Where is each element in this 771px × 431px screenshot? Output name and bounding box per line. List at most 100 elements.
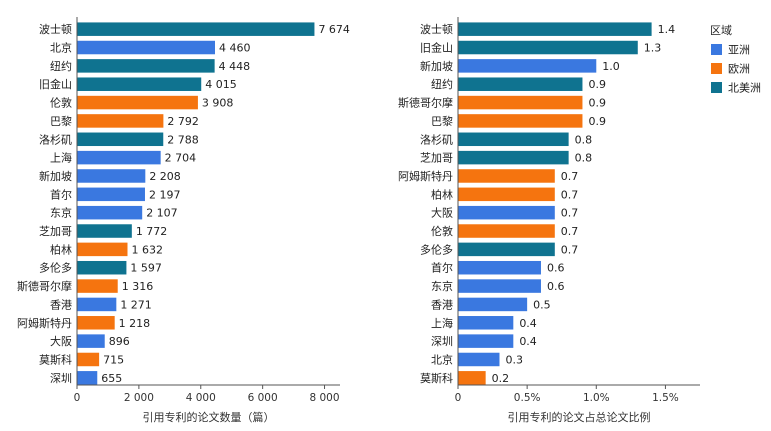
count-category-label: 柏林 [50, 242, 72, 256]
count-bar [77, 59, 215, 73]
count-category-label: 纽约 [50, 59, 72, 73]
count-category-label: 首尔 [50, 187, 72, 201]
count-value-label: 1 316 [122, 280, 154, 293]
share-x-axis-title: 引用专利的论文占总论文比例 [508, 410, 651, 424]
share-bar [458, 187, 555, 202]
count-x-tick-label: 6 000 [248, 392, 278, 404]
share-value-label: 0.4 [519, 335, 537, 348]
share-x-tick-label: 1.0% [583, 392, 610, 404]
count-category-label: 波士顿 [39, 22, 72, 36]
share-bar [458, 260, 541, 275]
count-bar [77, 334, 105, 348]
count-x-tick-label: 4 000 [186, 392, 216, 404]
share-bar [458, 279, 541, 293]
share-category-label: 斯德哥尔摩 [398, 96, 453, 110]
count-bar [77, 352, 100, 367]
count-bar [77, 40, 215, 55]
share-category-label: 多伦多 [420, 242, 453, 256]
count-bar [77, 132, 164, 147]
count-value-label: 1 597 [130, 262, 162, 275]
share-category-label: 东京 [431, 279, 453, 293]
count-value-label: 4 015 [205, 78, 237, 91]
count-category-label: 东京 [50, 206, 72, 220]
share-value-label: 0.6 [547, 280, 565, 293]
legend-label-asia: 亚洲 [728, 44, 750, 57]
share-x-tick-label: 1.5% [652, 392, 679, 404]
share-bar [458, 59, 597, 73]
count-bar [77, 371, 98, 385]
share-category-label: 莫斯科 [420, 371, 453, 385]
count-category-label: 伦敦 [50, 96, 72, 110]
share-bar [458, 334, 514, 348]
count-category-label: 深圳 [50, 372, 72, 385]
share-category-label: 深圳 [431, 335, 453, 348]
legend-swatch-north-america [711, 82, 722, 93]
share-category-label: 旧金山 [420, 41, 453, 55]
share-category-label: 巴黎 [431, 114, 453, 128]
share-bar [458, 77, 583, 91]
count-category-label: 斯德哥尔摩 [17, 279, 72, 293]
count-bar [77, 95, 198, 110]
count-category-label: 上海 [50, 151, 72, 165]
count-category-label: 芝加哥 [39, 225, 72, 238]
share-bar [458, 22, 652, 36]
share-category-label: 香港 [431, 298, 453, 311]
share-value-label: 1.0 [602, 60, 620, 73]
share-bar [458, 205, 555, 220]
count-bar [77, 150, 161, 165]
legend-title: 区域 [710, 24, 732, 37]
legend-label-north-america: 北美洲 [728, 82, 761, 95]
share-bar [458, 40, 638, 55]
count-bar [77, 260, 127, 275]
share-value-label: 0.4 [519, 317, 537, 330]
share-x-tick-label: 0.5% [514, 392, 541, 404]
count-value-label: 715 [103, 353, 124, 366]
share-value-label: 0.6 [547, 262, 565, 275]
count-value-label: 2 107 [146, 207, 178, 220]
share-category-label: 新加坡 [420, 59, 453, 73]
count-category-label: 大阪 [50, 334, 72, 348]
share-value-label: 0.9 [588, 78, 606, 91]
share-category-label: 芝加哥 [420, 152, 453, 165]
count-category-label: 阿姆斯特丹 [17, 316, 72, 330]
legend-label-europe: 欧洲 [728, 63, 750, 76]
share-value-label: 0.7 [561, 243, 579, 256]
share-category-label: 首尔 [431, 261, 453, 275]
share-bar [458, 224, 555, 238]
count-x-tick-label: 8 000 [309, 392, 339, 404]
count-value-label: 896 [109, 335, 130, 348]
legend-swatch-asia [711, 44, 722, 55]
count-bar [77, 22, 315, 36]
share-bar [458, 242, 555, 257]
count-bar [77, 224, 132, 238]
count-category-label: 新加坡 [39, 169, 72, 183]
share-category-label: 波士顿 [420, 22, 453, 36]
legend-swatch-europe [711, 63, 722, 74]
count-value-label: 3 908 [202, 97, 234, 110]
share-value-label: 1.4 [658, 23, 676, 36]
share-value-label: 0.5 [533, 298, 551, 311]
count-bar [77, 205, 143, 220]
count-value-label: 1 632 [131, 243, 163, 256]
count-category-label: 旧金山 [39, 77, 72, 91]
share-bar [458, 169, 555, 183]
share-bar [458, 95, 583, 110]
share-category-label: 阿姆斯特丹 [398, 169, 453, 183]
share-category-label: 伦敦 [431, 224, 453, 238]
right-chart-paper-share: 波士顿 1.4 旧金山 1.3 新加坡 1.0 纽约 0.9 斯德哥尔摩 0.9 巴黎 0.9 洛杉矶 0… [398, 17, 700, 424]
share-bar [458, 371, 486, 385]
share-value-label: 0.2 [492, 372, 510, 385]
count-value-label: 1 271 [120, 298, 152, 311]
share-value-label: 0.7 [561, 188, 579, 201]
count-bar [77, 297, 117, 312]
count-bar [77, 316, 115, 330]
share-bar [458, 132, 569, 147]
count-category-label: 北京 [50, 41, 72, 55]
count-bar [77, 279, 118, 293]
count-category-label: 洛杉矶 [39, 132, 72, 146]
count-bar [77, 77, 202, 91]
count-value-label: 4 448 [219, 60, 251, 73]
share-x-tick-label: 0 [455, 392, 462, 404]
count-category-label: 巴黎 [50, 114, 72, 128]
